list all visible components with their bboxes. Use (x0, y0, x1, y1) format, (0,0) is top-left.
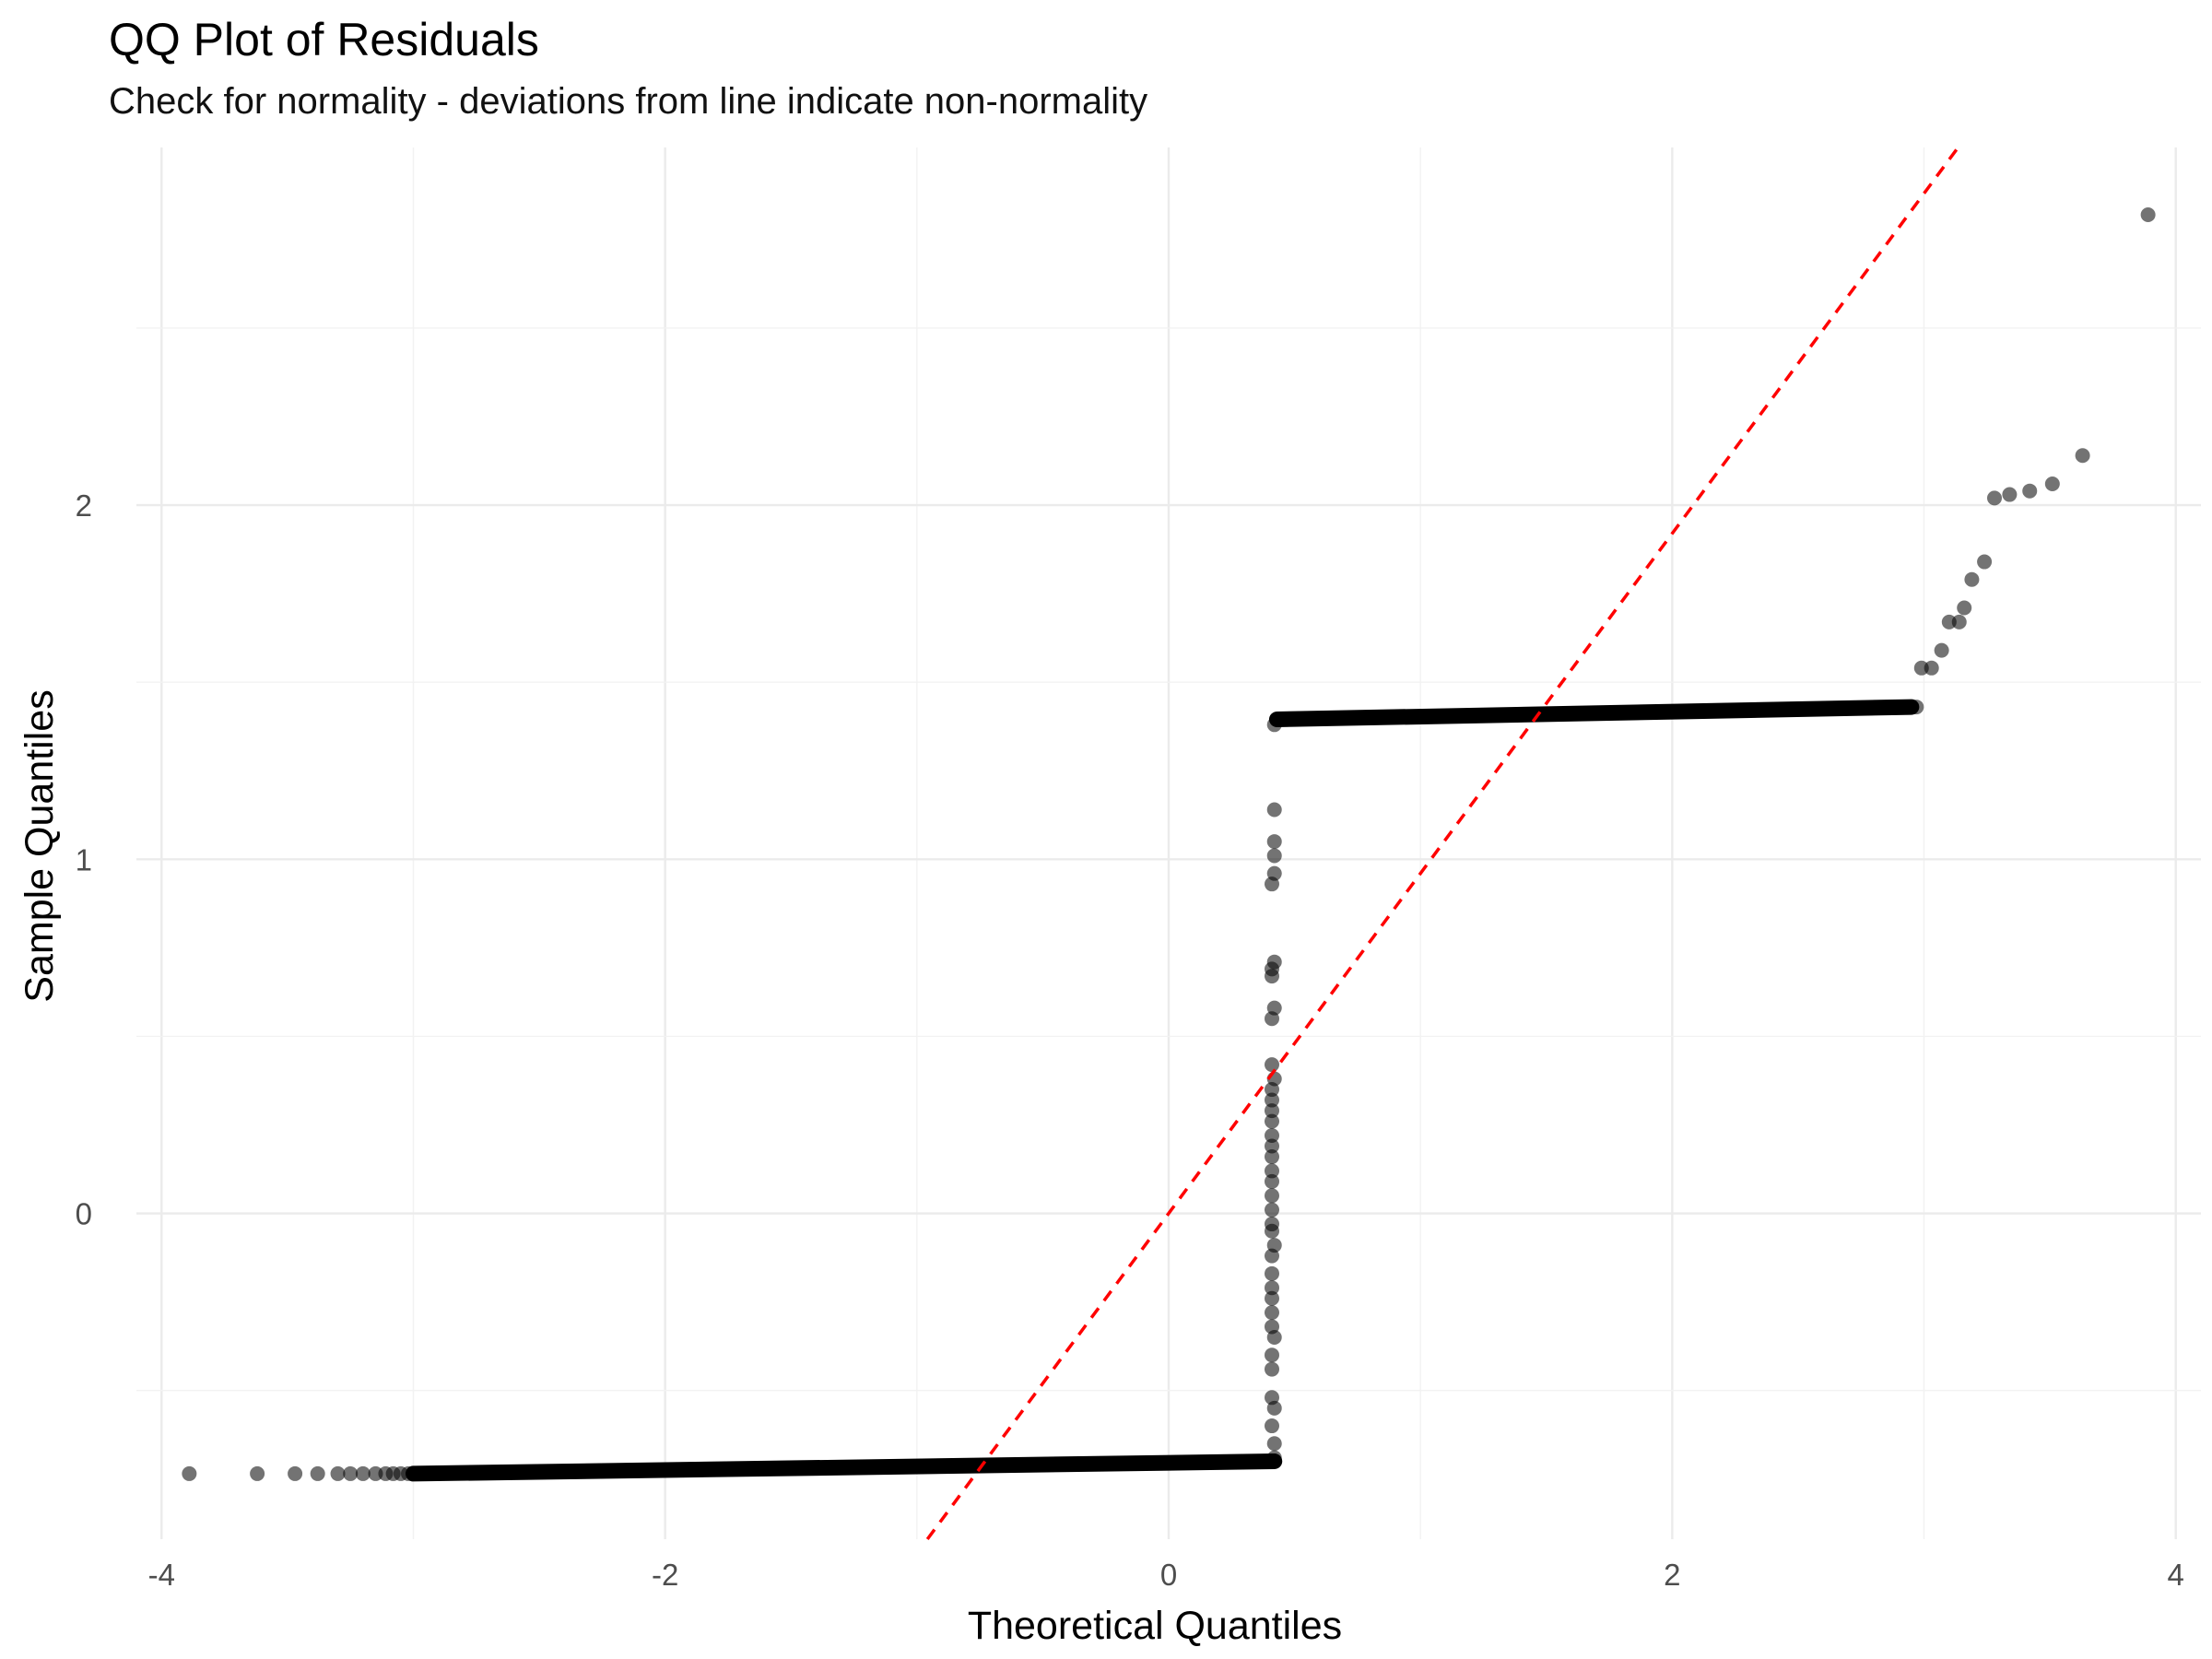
data-point (250, 1465, 265, 1481)
data-point (1964, 571, 1980, 587)
data-point (1265, 1103, 1279, 1119)
data-point (1266, 865, 1282, 881)
data-point (343, 1465, 359, 1481)
data-point (1934, 642, 1949, 658)
point-band-lower_plateau (405, 1453, 1283, 1482)
data-point (1266, 1436, 1282, 1452)
point-bands (405, 699, 1920, 1482)
data-point (1265, 1290, 1279, 1306)
x-axis-title: Theoretical Quantiles (968, 1604, 1342, 1648)
data-point (2140, 207, 2156, 223)
data-point (2022, 483, 2038, 499)
chart-title: QQ Plot of Residuals (109, 14, 539, 65)
data-point (1265, 1188, 1279, 1204)
data-point (401, 1465, 417, 1481)
data-point (1987, 490, 2002, 506)
x-tick-label: 4 (2168, 1558, 2184, 1592)
data-point (2044, 477, 2060, 492)
point-band-upper_plateau (1268, 699, 1920, 728)
data-point (1265, 1418, 1279, 1434)
data-point (182, 1465, 197, 1481)
data-point (1957, 600, 1972, 616)
data-point (1266, 1238, 1282, 1253)
data-point (1265, 1361, 1279, 1377)
data-point (1265, 1092, 1279, 1108)
data-point (1265, 1113, 1279, 1129)
data-point (1265, 1163, 1279, 1179)
tick-labels: -4 -2 0 2 4 0 1 2 (76, 488, 2184, 1592)
data-point (355, 1465, 371, 1481)
data-point (1265, 1319, 1279, 1335)
data-point (1265, 1217, 1279, 1232)
data-point (1266, 834, 1282, 850)
data-point (2002, 487, 2018, 502)
y-axis-title: Sample Quantiles (18, 689, 62, 1002)
data-point (1265, 1057, 1279, 1073)
data-point (1266, 802, 1282, 818)
data-point (1909, 700, 1924, 715)
data-point (1265, 1347, 1279, 1363)
data-point (1265, 1173, 1279, 1189)
reference-line (925, 146, 1959, 1541)
chart-subtitle: Check for normality - deviations from li… (109, 81, 1148, 122)
points (182, 207, 2156, 1481)
data-point (1266, 1000, 1282, 1016)
data-point (1265, 1265, 1279, 1281)
data-point (1265, 1390, 1279, 1406)
grid (136, 147, 2201, 1539)
data-point (1266, 954, 1282, 970)
data-point (1265, 1127, 1279, 1143)
data-point (1266, 848, 1282, 864)
data-point (1265, 1202, 1279, 1218)
y-tick-label: 1 (76, 842, 92, 877)
data-point (310, 1465, 325, 1481)
y-tick-label: 2 (76, 488, 92, 523)
data-point (1265, 1149, 1279, 1165)
data-point (1265, 1305, 1279, 1321)
reference-line-group (925, 146, 1959, 1541)
data-point (1266, 1450, 1282, 1465)
data-point (1951, 614, 1967, 629)
y-tick-label: 0 (76, 1197, 92, 1231)
data-point (1924, 660, 1939, 676)
data-point (330, 1465, 346, 1481)
data-point (1265, 1138, 1279, 1154)
data-point (2075, 448, 2090, 464)
data-point (1977, 554, 1993, 570)
data-point (1266, 717, 1282, 733)
x-tick-label: -2 (652, 1558, 678, 1592)
x-tick-label: 2 (1664, 1558, 1680, 1592)
x-tick-label: 0 (1160, 1558, 1177, 1592)
data-point (288, 1465, 303, 1481)
data-point (1265, 1280, 1279, 1296)
x-tick-label: -4 (148, 1558, 175, 1592)
